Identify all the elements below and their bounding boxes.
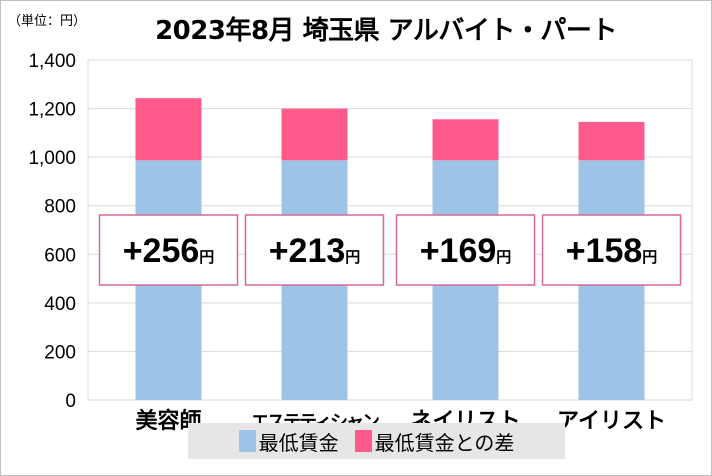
data-label: +158円 xyxy=(566,232,658,270)
data-label: +169円 xyxy=(420,232,512,270)
y-tick-label: 400 xyxy=(44,294,76,315)
legend-label: 最低賃金 xyxy=(258,430,339,455)
bar-diff xyxy=(135,98,202,161)
data-label-box xyxy=(395,214,536,286)
data-label-box xyxy=(98,214,239,286)
bar-diff xyxy=(432,119,499,161)
legend-label: 最低賃金との差 xyxy=(374,430,515,455)
y-tick-label: 1,000 xyxy=(28,148,76,169)
data-label-box xyxy=(541,214,682,286)
unit-label: （単位：円） xyxy=(8,14,87,29)
chart-title: 2023年8月 埼玉県 アルバイト・パート xyxy=(155,16,617,46)
bar-diff xyxy=(281,108,348,161)
y-tick-label: 200 xyxy=(44,342,76,363)
y-tick-label: 0 xyxy=(65,391,76,412)
y-tick-label: 600 xyxy=(44,245,76,266)
y-tick-label: 1,200 xyxy=(28,100,76,121)
data-label: +256円 xyxy=(123,232,215,270)
y-tick-label: 800 xyxy=(44,197,76,218)
legend-swatch-blue xyxy=(238,430,256,452)
y-tick-label: 1,400 xyxy=(28,51,76,72)
legend: 最低賃金 最低賃金との差 xyxy=(188,423,565,459)
legend-swatch-pink xyxy=(354,430,372,452)
x-tick-label: アイリスト xyxy=(557,409,666,434)
legend-item-diff: 最低賃金との差 xyxy=(354,427,515,456)
bar-diff xyxy=(578,121,645,161)
data-label: +213円 xyxy=(269,232,361,270)
legend-item-min-wage: 最低賃金 xyxy=(238,427,339,456)
data-label-box xyxy=(244,214,385,286)
